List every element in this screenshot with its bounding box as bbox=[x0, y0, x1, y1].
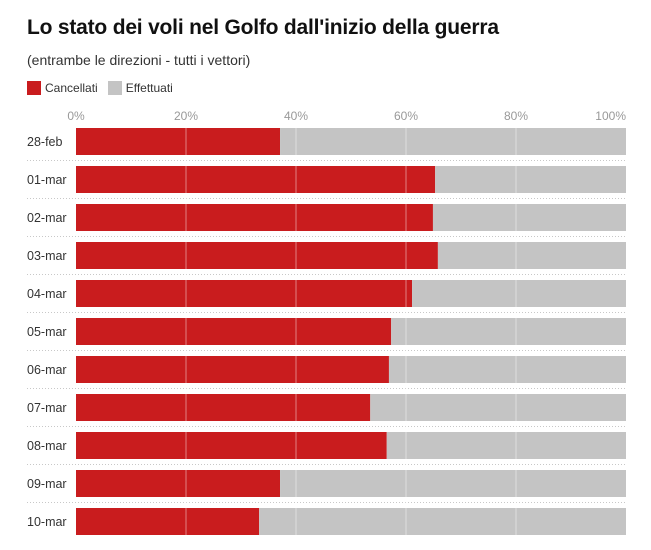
x-tick-label: 40% bbox=[284, 109, 308, 123]
bar-cancellati-28-feb bbox=[76, 128, 281, 155]
category-label: 04-mar bbox=[27, 287, 67, 301]
category-label: 07-mar bbox=[27, 401, 67, 415]
legend-item-cancellati[interactable]: Cancellati bbox=[27, 81, 98, 95]
category-label: 28-feb bbox=[27, 135, 62, 149]
category-label: 09-mar bbox=[27, 477, 67, 491]
category-label: 10-mar bbox=[27, 515, 67, 529]
category-label: 08-mar bbox=[27, 439, 67, 453]
bar-effettuati-08-mar bbox=[386, 432, 626, 459]
bar-effettuati-09-mar bbox=[280, 470, 626, 497]
legend-item-effettuati[interactable]: Effettuati bbox=[107, 81, 173, 95]
bar-effettuati-03-mar bbox=[437, 242, 626, 269]
legend: Cancellati Effettuati bbox=[27, 81, 183, 95]
x-tick-label: 20% bbox=[174, 109, 198, 123]
bar-cancellati-06-mar bbox=[76, 356, 389, 383]
bar-effettuati-10-mar bbox=[259, 508, 626, 535]
category-label: 03-mar bbox=[27, 249, 67, 263]
bar-effettuati-02-mar bbox=[432, 204, 626, 231]
bar-effettuati-04-mar bbox=[412, 280, 626, 307]
x-tick-label: 80% bbox=[504, 109, 528, 123]
x-tick-label: 0% bbox=[67, 109, 85, 123]
x-tick-label: 60% bbox=[394, 109, 418, 123]
chart-subtitle: (entrambe le direzioni - tutti i vettori… bbox=[27, 52, 251, 68]
legend-label-cancellati: Cancellati bbox=[45, 81, 98, 95]
bar-effettuati-07-mar bbox=[370, 394, 626, 421]
bar-effettuati-28-feb bbox=[280, 128, 626, 155]
bar-cancellati-01-mar bbox=[76, 166, 436, 193]
legend-swatch-effettuati bbox=[107, 81, 122, 95]
category-label: 01-mar bbox=[27, 173, 67, 187]
bar-cancellati-05-mar bbox=[76, 318, 392, 345]
bar-cancellati-08-mar bbox=[76, 432, 387, 459]
bar-effettuati-01-mar bbox=[435, 166, 626, 193]
x-tick-label: 100% bbox=[595, 109, 626, 123]
bar-cancellati-02-mar bbox=[76, 204, 433, 231]
category-label: 06-mar bbox=[27, 363, 67, 377]
bar-cancellati-03-mar bbox=[76, 242, 438, 269]
bar-effettuati-05-mar bbox=[391, 318, 626, 345]
legend-swatch-cancellati bbox=[27, 81, 41, 95]
bar-cancellati-04-mar bbox=[76, 280, 413, 307]
legend-label-effettuati: Effettuati bbox=[125, 81, 173, 95]
bar-cancellati-10-mar bbox=[76, 508, 260, 535]
bar-cancellati-07-mar bbox=[76, 394, 371, 421]
bar-cancellati-09-mar bbox=[76, 470, 281, 497]
category-label: 05-mar bbox=[27, 325, 67, 339]
chart-title: Lo stato dei voli nel Golfo dall'inizio … bbox=[27, 16, 499, 39]
bar-effettuati-06-mar bbox=[388, 356, 626, 383]
category-label: 02-mar bbox=[27, 211, 67, 225]
